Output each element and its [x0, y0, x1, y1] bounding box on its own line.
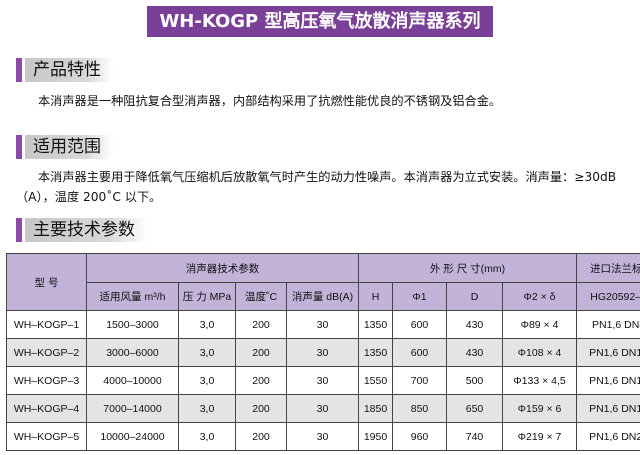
cell-pressure: 3,0 — [178, 394, 236, 423]
cell-phi2: Φ219 × 7 — [502, 422, 577, 451]
cell-model: WH–KOGP–5 — [6, 422, 87, 451]
cell-phi1: 700 — [392, 366, 447, 395]
cell-temperature: 200 — [235, 422, 287, 451]
cell-flange: PN1,6 DN100 — [576, 338, 640, 367]
cell-pressure: 3,0 — [178, 422, 236, 451]
section-heading-specs: 主要技术参数 — [16, 217, 147, 243]
cell-temperature: 200 — [235, 394, 287, 423]
cell-attenuation: 30 — [286, 394, 359, 423]
cell-attenuation: 30 — [286, 310, 359, 339]
cell-pressure: 3,0 — [178, 310, 236, 339]
cell-h: 1950 — [358, 422, 393, 451]
section-accent-bar — [16, 135, 22, 159]
header-d: D — [446, 282, 503, 311]
cell-phi2: Φ89 × 4 — [502, 310, 577, 339]
cell-model: WH–KOGP–3 — [6, 366, 87, 395]
section-heading-features: 产品特性 — [16, 57, 113, 83]
spec-table: 型 号 消声器技术参数 外 形 尺 寸(mm) 进口法兰标准 适用风量 m³/h… — [6, 253, 640, 451]
cell-flow: 7000–14000 — [86, 394, 179, 423]
header-flow: 适用风量 m³/h — [86, 282, 179, 311]
header-group-silencer: 消声器技术参数 — [86, 253, 359, 283]
section-accent-bar — [16, 58, 22, 82]
section-heading-label: 适用范围 — [25, 135, 113, 159]
cell-pressure: 3,0 — [178, 338, 236, 367]
header-phi1: Φ1 — [392, 282, 447, 311]
header-flange-standard: HG20592–97 — [576, 282, 640, 311]
header-group-flange: 进口法兰标准 — [576, 253, 640, 283]
cell-phi2: Φ133 × 4,5 — [502, 366, 577, 395]
cell-temperature: 200 — [235, 338, 287, 367]
cell-phi1: 960 — [392, 422, 447, 451]
cell-attenuation: 30 — [286, 366, 359, 395]
table-row: WH–KOGP–3 4000–10000 3,0 200 30 1550 700… — [6, 366, 640, 395]
header-model: 型 号 — [6, 253, 87, 311]
cell-flow: 1500–3000 — [86, 310, 179, 339]
section-accent-bar — [16, 218, 22, 242]
features-paragraph: 本消声器是一种阻抗复合型消声器，内部结构采用了抗燃性能优良的不锈钢及铝合金。 — [38, 94, 502, 108]
page-title: WH-KOGP 型高压氧气放散消声器系列 — [147, 6, 493, 37]
cell-d: 740 — [446, 422, 503, 451]
table-row: WH–KOGP–4 7000–14000 3,0 200 30 1850 850… — [6, 394, 640, 423]
cell-flange: PN1,6 DN150 — [576, 394, 640, 423]
header-h: H — [358, 282, 393, 311]
cell-flow: 4000–10000 — [86, 366, 179, 395]
header-attenuation: 消声量 dB(A) — [286, 282, 359, 311]
cell-pressure: 3,0 — [178, 366, 236, 395]
cell-flange: PN1,6 DN125 — [576, 366, 640, 395]
cell-attenuation: 30 — [286, 422, 359, 451]
cell-attenuation: 30 — [286, 338, 359, 367]
section-heading-label: 主要技术参数 — [25, 218, 147, 242]
cell-phi2: Φ108 × 4 — [502, 338, 577, 367]
cell-d: 430 — [446, 310, 503, 339]
cell-model: WH–KOGP–4 — [6, 394, 87, 423]
cell-phi1: 600 — [392, 338, 447, 367]
cell-flange: PN1,6 DN200 — [576, 422, 640, 451]
cell-flange: PN1,6 DN80 — [576, 310, 640, 339]
header-phi2: Φ2 × δ — [502, 282, 577, 311]
cell-flow: 3000–6000 — [86, 338, 179, 367]
cell-temperature: 200 — [235, 366, 287, 395]
cell-d: 500 — [446, 366, 503, 395]
scope-paragraph: 本消声器主要用于降低氧气压缩机后放散氧气时产生的动力性噪声。本消声器为立式安装。… — [16, 170, 617, 204]
cell-h: 1350 — [358, 338, 393, 367]
section-heading-scope: 适用范围 — [16, 134, 113, 160]
header-group-dimensions: 外 形 尺 寸(mm) — [358, 253, 577, 283]
table-row: WH–KOGP–5 10000–24000 3,0 200 30 1950 96… — [6, 422, 640, 451]
cell-h: 1550 — [358, 366, 393, 395]
cell-d: 650 — [446, 394, 503, 423]
cell-phi2: Φ159 × 6 — [502, 394, 577, 423]
table-row: WH–KOGP–2 3000–6000 3,0 200 30 1350 600 … — [6, 338, 640, 367]
header-pressure: 压 力 MPa — [178, 282, 236, 311]
cell-temperature: 200 — [235, 310, 287, 339]
cell-flow: 10000–24000 — [86, 422, 179, 451]
cell-h: 1350 — [358, 310, 393, 339]
cell-model: WH–KOGP–2 — [6, 338, 87, 367]
cell-model: WH–KOGP–1 — [6, 310, 87, 339]
section-heading-label: 产品特性 — [25, 58, 113, 82]
table-row: WH–KOGP–1 1500–3000 3,0 200 30 1350 600 … — [6, 310, 640, 339]
cell-h: 1850 — [358, 394, 393, 423]
cell-phi1: 850 — [392, 394, 447, 423]
cell-d: 430 — [446, 338, 503, 367]
cell-phi1: 600 — [392, 310, 447, 339]
header-temperature: 温度˚C — [235, 282, 287, 311]
